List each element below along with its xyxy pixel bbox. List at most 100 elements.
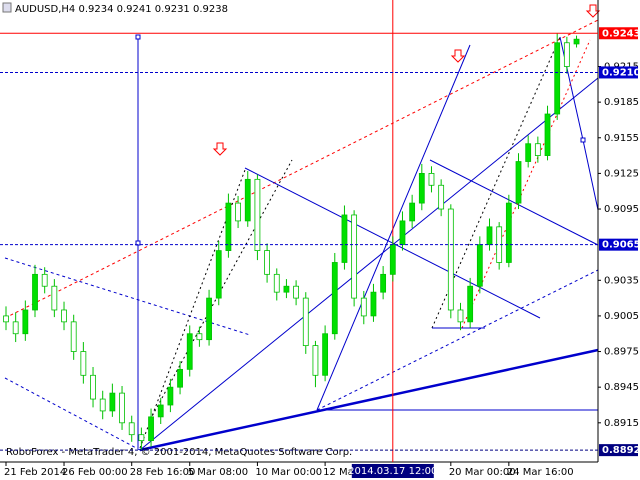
candle-body bbox=[351, 214, 358, 299]
candle-body bbox=[273, 273, 280, 293]
candle-body bbox=[380, 273, 387, 293]
candle-body bbox=[167, 386, 174, 406]
level-label-box bbox=[599, 27, 638, 40]
candle-body bbox=[554, 42, 561, 115]
candle-body bbox=[254, 178, 261, 251]
candle-body bbox=[331, 262, 338, 335]
chart-title: AUDUSD,H4 0.9234 0.9241 0.9231 0.9238 bbox=[15, 4, 228, 15]
y-tick-label: 0.8975 bbox=[604, 347, 639, 358]
y-tick-label: 0.8915 bbox=[604, 418, 639, 429]
candle-body bbox=[447, 208, 454, 311]
candle-body bbox=[128, 422, 135, 436]
trend-line bbox=[4, 257, 251, 336]
level-label: 0.8892 bbox=[602, 445, 640, 456]
candle-body bbox=[206, 297, 212, 341]
level-label: 0.9243 bbox=[602, 28, 640, 39]
level-label: 0.9210 bbox=[602, 67, 640, 78]
candle-body bbox=[476, 244, 483, 287]
candle-body bbox=[32, 273, 38, 311]
candle-body bbox=[3, 315, 9, 323]
down-arrow bbox=[450, 49, 466, 63]
trend-line bbox=[316, 269, 599, 411]
x-tick-label: 5 Mar 08:00 bbox=[188, 467, 248, 478]
candle-body bbox=[544, 113, 551, 156]
candle-body bbox=[534, 143, 541, 156]
trend-line bbox=[139, 77, 599, 451]
candle-body bbox=[505, 202, 512, 263]
candle-body bbox=[119, 392, 125, 424]
candle-body bbox=[302, 297, 309, 347]
candle-body bbox=[293, 285, 300, 299]
candle-body bbox=[157, 404, 164, 418]
candle-body bbox=[109, 392, 116, 412]
candle-body bbox=[12, 321, 19, 335]
symbol-icon bbox=[2, 2, 12, 13]
y-tick-label: 0.9185 bbox=[604, 97, 639, 108]
down-arrow bbox=[585, 4, 601, 18]
trend-line bbox=[4, 377, 141, 451]
candle-body bbox=[428, 172, 435, 186]
x-tick-label: 20 Mar 00:00 bbox=[449, 467, 516, 478]
x-tick-label: 28 Feb 16:00 bbox=[130, 467, 196, 478]
candle-body bbox=[51, 285, 58, 311]
x-tick-label: 24 Mar 16:00 bbox=[507, 467, 574, 478]
candle-body bbox=[573, 38, 580, 45]
cursor-label-box bbox=[351, 464, 434, 478]
footer: RoboForex - MetaTrader 4, © 2001-2014, M… bbox=[6, 447, 352, 458]
candle-body bbox=[341, 214, 348, 263]
candle-body bbox=[225, 202, 232, 251]
candle-body bbox=[138, 434, 145, 442]
y-tick-label: 0.9035 bbox=[604, 275, 639, 286]
handle bbox=[135, 34, 141, 40]
candle-body bbox=[457, 309, 464, 323]
trend-line bbox=[4, 19, 599, 319]
y-tick-label: 0.8945 bbox=[604, 382, 639, 393]
level-label-box bbox=[599, 238, 638, 251]
candle-body bbox=[486, 226, 493, 246]
handle bbox=[580, 137, 586, 143]
level-label-box bbox=[599, 66, 638, 79]
candle-body bbox=[283, 285, 290, 293]
candle-body bbox=[61, 309, 67, 323]
signal-arrows bbox=[212, 4, 601, 156]
candle-body bbox=[264, 250, 270, 275]
candle-body bbox=[235, 202, 241, 222]
candle-body bbox=[41, 273, 48, 287]
y-tick-label: 0.9125 bbox=[604, 168, 639, 179]
candle-body bbox=[177, 368, 183, 388]
candle-body bbox=[525, 143, 532, 162]
x-tick-label: 21 Feb 2014 bbox=[4, 467, 66, 478]
y-tick-label: 0.9095 bbox=[604, 204, 639, 215]
level-label: 0.9065 bbox=[602, 240, 640, 251]
candle-body bbox=[360, 297, 367, 317]
candle-body bbox=[90, 374, 96, 400]
analysis-lines bbox=[4, 19, 599, 452]
trend-line bbox=[429, 159, 599, 246]
candle-body bbox=[399, 220, 406, 246]
trend-line bbox=[316, 44, 471, 411]
candle-body bbox=[322, 333, 329, 376]
candle-body bbox=[80, 351, 87, 376]
candle-body bbox=[418, 172, 425, 204]
candle-body bbox=[370, 291, 377, 317]
y-tick-label: 0.9005 bbox=[604, 311, 639, 322]
candle-body bbox=[467, 285, 474, 323]
x-tick-label: 10 Mar 00:00 bbox=[255, 467, 322, 478]
level-label-box bbox=[599, 444, 638, 457]
candle-body bbox=[409, 202, 416, 222]
x-tick-label: 12 Mar bbox=[323, 467, 359, 478]
candle-body bbox=[438, 184, 445, 210]
candle-body bbox=[244, 178, 251, 222]
candle-body bbox=[99, 398, 106, 412]
channel-line bbox=[149, 159, 293, 421]
candle-body bbox=[515, 161, 522, 204]
trend-line bbox=[139, 348, 599, 452]
down-arrow bbox=[212, 142, 228, 156]
candle-body bbox=[148, 416, 154, 442]
cursor-label: 2014.03.17 12:00 bbox=[348, 466, 437, 477]
candle-body bbox=[186, 333, 193, 370]
candle-body bbox=[196, 333, 203, 341]
candle-body bbox=[70, 321, 77, 352]
x-tick-label: 26 Feb 00:00 bbox=[62, 467, 128, 478]
